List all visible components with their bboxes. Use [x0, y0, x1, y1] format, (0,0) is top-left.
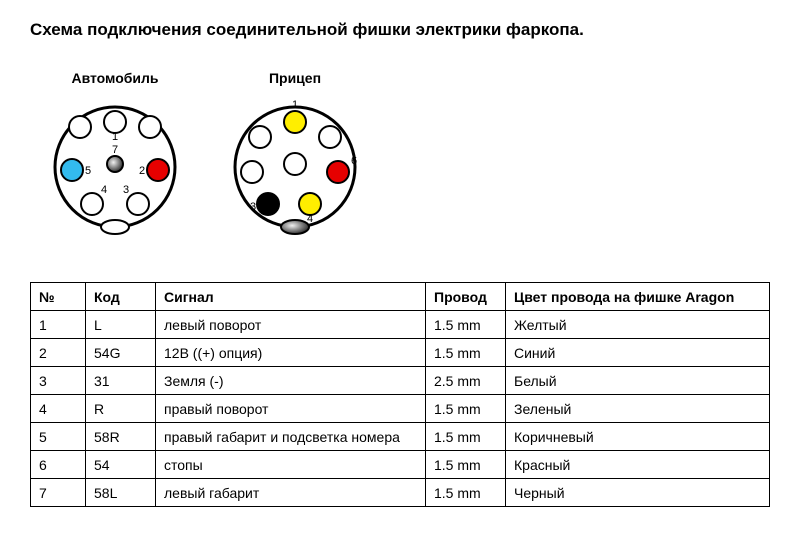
table-cell: 12В ((+) опция) [156, 339, 426, 367]
table-cell: Синий [506, 339, 770, 367]
table-cell: 5 [31, 423, 86, 451]
svg-text:3: 3 [250, 201, 256, 213]
table-cell: 1.5 mm [426, 451, 506, 479]
table-cell: 1.5 mm [426, 479, 506, 507]
table-cell: правый поворот [156, 395, 426, 423]
table-cell: 6 [31, 451, 86, 479]
table-cell: 1.5 mm [426, 395, 506, 423]
page-title: Схема подключения соединительной фишки э… [30, 20, 770, 40]
table-cell: стопы [156, 451, 426, 479]
table-cell: 1.5 mm [426, 311, 506, 339]
th-num: № [31, 283, 86, 311]
th-code: Код [86, 283, 156, 311]
connector-car: Автомобиль 1 2 3 4 5 [40, 70, 190, 242]
table-cell: 3 [31, 367, 86, 395]
svg-text:2: 2 [139, 165, 145, 177]
table-cell: 7 [31, 479, 86, 507]
table-cell: 58L [86, 479, 156, 507]
table-cell: R [86, 395, 156, 423]
connectors-row: Автомобиль 1 2 3 4 5 [40, 70, 770, 242]
table-row: 4Rправый поворот1.5 mmЗеленый [31, 395, 770, 423]
wiring-table: № Код Сигнал Провод Цвет провода на фишк… [30, 282, 770, 507]
table-cell: левый габарит [156, 479, 426, 507]
table-cell: 1.5 mm [426, 339, 506, 367]
table-header-row: № Код Сигнал Провод Цвет провода на фишк… [31, 283, 770, 311]
th-color: Цвет провода на фишке Aragon [506, 283, 770, 311]
table-cell: Земля (-) [156, 367, 426, 395]
table-cell: Белый [506, 367, 770, 395]
svg-text:5: 5 [85, 165, 91, 177]
table-row: 558Rправый габарит и подсветка номера1.5… [31, 423, 770, 451]
table-cell: 1 [31, 311, 86, 339]
table-cell: правый габарит и подсветка номера [156, 423, 426, 451]
table-cell: 54 [86, 451, 156, 479]
svg-text:4: 4 [101, 184, 107, 196]
svg-text:1: 1 [292, 99, 298, 111]
table-cell: 4 [31, 395, 86, 423]
svg-text:7: 7 [112, 144, 118, 156]
table-cell: 58R [86, 423, 156, 451]
th-sig: Сигнал [156, 283, 426, 311]
th-wire: Провод [426, 283, 506, 311]
table-cell: Зеленый [506, 395, 770, 423]
table-cell: Желтый [506, 311, 770, 339]
table-body: 1Lлевый поворот1.5 mmЖелтый254G12В ((+) … [31, 311, 770, 507]
connector-label: Прицеп [269, 70, 321, 86]
table-cell: L [86, 311, 156, 339]
table-row: 1Lлевый поворот1.5 mmЖелтый [31, 311, 770, 339]
table-row: 254G12В ((+) опция)1.5 mmСиний [31, 339, 770, 367]
table-cell: Коричневый [506, 423, 770, 451]
table-cell: левый поворот [156, 311, 426, 339]
table-cell: 2.5 mm [426, 367, 506, 395]
connector-trailer-svg: 1 6 3 4 [220, 92, 370, 242]
table-cell: 31 [86, 367, 156, 395]
svg-text:6: 6 [351, 155, 357, 167]
connector-label: Автомобиль [71, 70, 158, 86]
table-row: 331Земля (-)2.5 mmБелый [31, 367, 770, 395]
table-row: 654стопы1.5 mmКрасный [31, 451, 770, 479]
table-row: 758Lлевый габарит1.5 mmЧерный [31, 479, 770, 507]
table-cell: Красный [506, 451, 770, 479]
table-cell: 2 [31, 339, 86, 367]
svg-text:3: 3 [123, 184, 129, 196]
connector-trailer: Прицеп 1 6 3 4 [220, 70, 370, 242]
svg-text:4: 4 [307, 213, 313, 225]
svg-text:1: 1 [112, 131, 118, 143]
table-cell: 54G [86, 339, 156, 367]
table-cell: 1.5 mm [426, 423, 506, 451]
connector-car-svg: 1 2 3 4 5 7 [40, 92, 190, 242]
table-cell: Черный [506, 479, 770, 507]
